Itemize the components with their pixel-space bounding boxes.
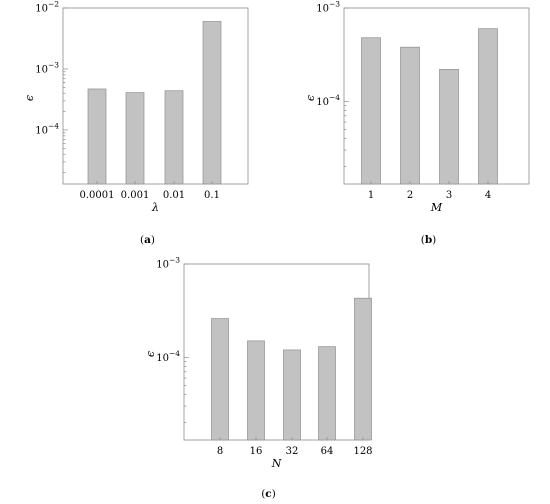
y-tick-label: 10−3 — [316, 0, 340, 15]
y-ticks: 10−310−4 — [156, 256, 189, 423]
bars — [211, 297, 372, 441]
y-tick-exponent: −4 — [329, 93, 340, 102]
bar — [400, 46, 420, 185]
panel-a: 10−210−310−4 0.0001 0.001 0.01 0.1 ϵ λ (a) — [23, 0, 249, 246]
y-tick-base: 10 — [156, 353, 169, 364]
bar — [318, 346, 336, 441]
x-tick-label: 16 — [250, 446, 263, 457]
y-axis-label: ϵ — [304, 95, 317, 101]
bars — [87, 21, 222, 185]
x-axis-label: N — [271, 457, 282, 470]
y-tick-exponent: −3 — [329, 0, 340, 9]
bar — [164, 90, 184, 185]
panel-caption: (c) — [261, 488, 276, 500]
bar — [439, 69, 459, 185]
bar — [247, 340, 265, 441]
bar — [361, 37, 381, 185]
x-tick-label: 0.1 — [204, 190, 220, 201]
x-ticks: 0.0001 0.001 0.01 0.1 — [80, 181, 220, 201]
y-tick-label: 10−3 — [35, 60, 59, 75]
bar — [354, 297, 372, 441]
bar — [202, 21, 222, 185]
plot-frame — [62, 7, 249, 185]
y-tick-label: 10−3 — [156, 256, 180, 271]
y-tick-base: 10 — [316, 97, 329, 108]
panel-caption: (b) — [421, 234, 437, 246]
x-ticks: 1 2 3 4 — [368, 181, 491, 201]
panel-caption-letter: c — [265, 488, 271, 500]
bar — [211, 318, 229, 441]
bar — [478, 28, 498, 185]
y-ticks: 10−310−4 — [316, 0, 349, 167]
x-tick-label: 128 — [353, 446, 372, 457]
x-tick-label: 1 — [368, 190, 374, 201]
y-axis-label: ϵ — [23, 95, 36, 101]
x-axis-label: λ — [151, 201, 159, 214]
y-axis-label: ϵ — [144, 351, 157, 357]
y-tick-base: 10 — [35, 125, 48, 136]
x-tick-label: 3 — [446, 190, 452, 201]
x-tick-label: 0.0001 — [80, 190, 115, 201]
y-tick-label: 10−4 — [35, 121, 59, 136]
y-tick-exponent: −4 — [169, 349, 180, 358]
y-tick-base: 10 — [316, 4, 329, 15]
x-tick-label: 0.01 — [163, 190, 185, 201]
x-tick-label: 0.001 — [121, 190, 150, 201]
y-tick-label: 10−2 — [35, 0, 59, 15]
y-tick-base: 10 — [156, 260, 169, 271]
x-ticks: 8 16 32 64 128 — [217, 437, 373, 457]
bar — [125, 92, 145, 185]
bars — [361, 28, 498, 185]
x-tick-label: 64 — [321, 446, 334, 457]
y-tick-label: 10−4 — [316, 93, 340, 108]
y-tick-base: 10 — [35, 64, 48, 75]
y-tick-label: 10−4 — [156, 349, 180, 364]
x-tick-label: 32 — [286, 446, 299, 457]
panel-caption-letter: b — [425, 234, 432, 246]
bar — [283, 349, 301, 441]
panel-caption: (a) — [140, 234, 155, 246]
x-tick-label: 4 — [485, 190, 491, 201]
panel-c: 10−310−4 8 16 32 64 128 ϵ N (c) — [144, 256, 373, 501]
y-tick-exponent: −4 — [48, 121, 59, 130]
bar — [87, 88, 107, 185]
x-tick-label: 2 — [407, 190, 413, 201]
plot-frame — [343, 7, 530, 185]
x-axis-label: M — [430, 201, 443, 214]
panel-caption-letter: a — [144, 234, 151, 246]
y-tick-base: 10 — [35, 4, 48, 15]
x-tick-label: 8 — [217, 446, 223, 457]
y-ticks: 10−210−310−4 — [35, 0, 68, 173]
y-tick-exponent: −3 — [48, 60, 59, 69]
y-tick-exponent: −2 — [48, 0, 59, 9]
y-tick-exponent: −3 — [169, 256, 180, 265]
